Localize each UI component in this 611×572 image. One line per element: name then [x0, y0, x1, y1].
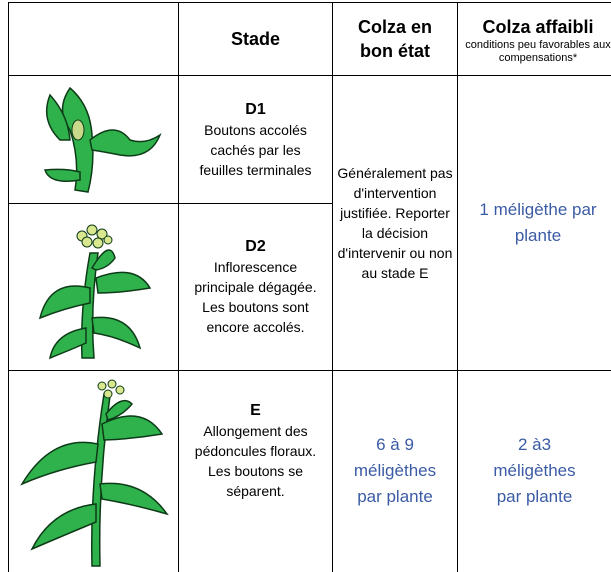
recommendation-good: 6 à 9 méligèthes par plante: [353, 435, 437, 506]
stage-description: Boutons accolés cachés par les feuilles …: [199, 121, 312, 178]
recommendation-good: Généralement pas d'intervention justifié…: [337, 165, 453, 281]
border: [8, 75, 611, 76]
stage-cell: D2 Inflorescence principale dégagée. Les…: [179, 204, 332, 370]
recommendation-weak: 2 à3 méligèthes par plante: [493, 435, 576, 506]
header-good: Colza en bon état: [357, 17, 432, 61]
stage-description: Allongement des pédoncules floraux. Les …: [194, 423, 317, 499]
header-weak-title: Colza affaibli: [482, 17, 594, 37]
stage-code: D2: [245, 238, 266, 255]
plant-illustration-d1: [43, 86, 162, 193]
header-weak-note: conditions peu favorables aux compensati…: [465, 39, 611, 64]
plant-illustration-e: [20, 379, 169, 567]
recommendation-weak: 1 méligèthe par plante: [479, 200, 597, 245]
border: [8, 2, 611, 3]
border: [8, 2, 9, 572]
stage-description: Inflorescence principale dégagée. Les bo…: [194, 259, 317, 335]
header-weak: Colza affaibli conditions peu favorables…: [458, 3, 611, 75]
border: [8, 203, 332, 204]
stage-code: E: [250, 402, 261, 419]
border: [178, 2, 179, 572]
border: [332, 2, 333, 572]
plant-illustration-d2: [38, 224, 152, 360]
stage-code: D1: [245, 100, 266, 118]
stage-cell: D1 Boutons accolés cachés par les feuill…: [179, 76, 332, 203]
border: [8, 370, 611, 371]
header-stage: Stade: [230, 29, 281, 49]
border: [457, 2, 458, 572]
stage-cell: E Allongement des pédoncules floraux. Le…: [179, 371, 332, 531]
